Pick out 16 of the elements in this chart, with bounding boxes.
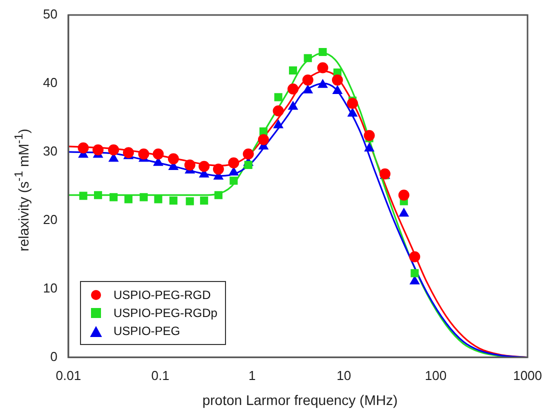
x-tick-label: 1000 xyxy=(513,368,542,383)
x-tick-label: 0.01 xyxy=(56,368,82,383)
y-tick-label: 30 xyxy=(42,144,58,159)
legend-label: USPIO-PEG xyxy=(113,324,180,338)
y-tick-label: 20 xyxy=(42,212,58,228)
legend-label: USPIO-PEG-RGD xyxy=(113,288,211,302)
x-tick-label: 1 xyxy=(248,368,256,383)
y-tick-label: 10 xyxy=(42,280,58,296)
x-tick-label: 0.1 xyxy=(151,368,170,383)
legend-label: USPIO-PEG-RGDp xyxy=(113,306,218,320)
y-tick-label: 0 xyxy=(50,348,58,364)
x-tick-label: 100 xyxy=(424,368,447,383)
x-axis-title: proton Larmor frequency (MHz) xyxy=(202,392,398,408)
x-tick-label: 10 xyxy=(336,368,352,383)
y-tick-label: 50 xyxy=(42,6,58,22)
y-tick-label: 40 xyxy=(42,75,58,90)
